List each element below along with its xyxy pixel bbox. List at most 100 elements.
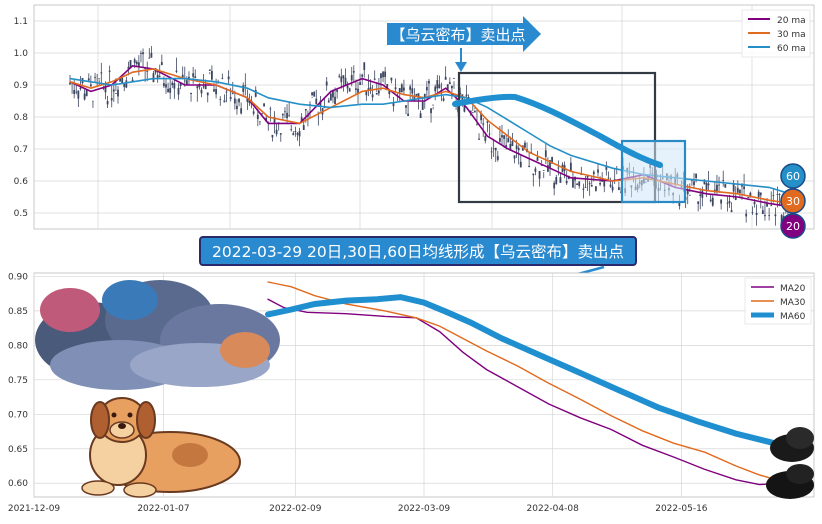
candle-body: [69, 82, 71, 85]
candle-body: [183, 80, 186, 82]
badge-60: [780, 163, 806, 189]
candle-body: [442, 98, 445, 101]
candle-body: [463, 104, 466, 112]
candle-body: [478, 138, 480, 140]
candle-body: [428, 80, 430, 84]
candle-body: [755, 212, 758, 215]
candle-body: [357, 88, 359, 93]
candle-body: [340, 76, 343, 83]
candle-body: [780, 214, 783, 223]
bottom-y-tick-label: 0.70: [8, 410, 28, 420]
bottom-x-tick-label: 2022-01-07: [137, 504, 189, 514]
candle-body: [699, 194, 702, 197]
candle-body: [192, 73, 195, 77]
candle-body: [494, 147, 497, 151]
candle-body: [559, 177, 562, 183]
candle-body: [346, 85, 349, 89]
candle-body: [121, 76, 124, 84]
candle-body: [271, 134, 274, 138]
candle-body: [711, 197, 714, 206]
dog-spot: [172, 443, 208, 467]
top-y-tick-label: 1.1: [14, 17, 28, 27]
candle-body: [365, 90, 368, 96]
candle-body: [256, 114, 259, 120]
candle-body: [613, 179, 616, 181]
candle-body: [488, 133, 491, 135]
candle-body: [296, 133, 299, 135]
candle-body: [730, 210, 733, 213]
bottom-legend: MA20 MA30 MA60: [744, 277, 812, 325]
candle-body: [173, 83, 176, 89]
dog-nose: [118, 423, 126, 429]
candle-body: [344, 77, 347, 85]
top-y-tick-label: 0.8: [14, 113, 29, 123]
candle-body: [215, 89, 217, 95]
candle-body: [150, 52, 153, 58]
cloud-puff: [102, 280, 158, 320]
candle-body: [547, 165, 549, 172]
candle-body: [739, 189, 741, 194]
dog-paw: [123, 482, 157, 498]
candle-body: [549, 160, 551, 169]
candle-body: [595, 186, 597, 191]
candle-body: [342, 75, 345, 79]
candle-body: [348, 88, 351, 92]
bottom-x-tick-label: 2022-03-09: [398, 504, 451, 514]
candle-body: [206, 92, 209, 96]
candle-body: [108, 70, 111, 72]
candle-body: [175, 70, 178, 72]
dark-cloud-icon: [766, 427, 814, 499]
candle-body: [705, 183, 708, 191]
candle-body: [423, 94, 426, 98]
candle-body: [534, 168, 537, 172]
candle-body: [135, 61, 138, 65]
candle-body: [736, 187, 739, 193]
candle-body: [501, 135, 503, 138]
thick-ma60-overlay: [452, 93, 663, 168]
candle-body: [225, 91, 228, 93]
candle-body: [505, 145, 508, 147]
legend-label-MA30: MA30: [780, 298, 806, 308]
candle-body: [695, 173, 697, 179]
candle-body: [137, 62, 140, 68]
candle-body: [292, 133, 295, 136]
candle-body: [315, 98, 318, 105]
candle-body: [361, 74, 364, 77]
candle-body: [238, 98, 240, 103]
candle-body: [127, 66, 130, 69]
candle-body: [766, 203, 768, 207]
candle-body: [409, 86, 412, 90]
cloud-puff: [40, 288, 100, 332]
bottom-x-tick-label: 2022-04-08: [527, 504, 580, 514]
candle-body: [701, 190, 704, 198]
candle-body: [432, 104, 435, 106]
candle-body: [273, 117, 276, 124]
candle-body: [125, 80, 128, 88]
candle-body: [392, 102, 395, 107]
bottom-y-tick-label: 0.80: [8, 341, 28, 351]
candle-body: [603, 180, 606, 187]
candle-body: [584, 186, 587, 188]
candle-body: [119, 77, 121, 82]
candle-body: [382, 71, 384, 78]
candle-body: [89, 84, 92, 87]
candle-body: [177, 87, 180, 95]
candle-body: [158, 76, 161, 77]
badge-20: [780, 213, 806, 239]
annotation-pointer-head: [455, 62, 467, 72]
bottom-series-MA30: [267, 281, 784, 483]
candle-body: [425, 87, 428, 91]
bottom-y-tick-label: 0.65: [8, 445, 28, 455]
candle-body: [263, 103, 265, 107]
candle-body: [557, 167, 560, 169]
legend-label-MA20: MA20: [780, 284, 806, 294]
candle-body: [181, 74, 184, 80]
candle-body: [229, 97, 232, 99]
candle-body: [185, 80, 188, 85]
candle-body: [332, 91, 334, 98]
candle-body: [724, 184, 727, 188]
candle-body: [770, 205, 773, 207]
candle-body: [196, 86, 199, 89]
candle-body: [499, 138, 501, 142]
